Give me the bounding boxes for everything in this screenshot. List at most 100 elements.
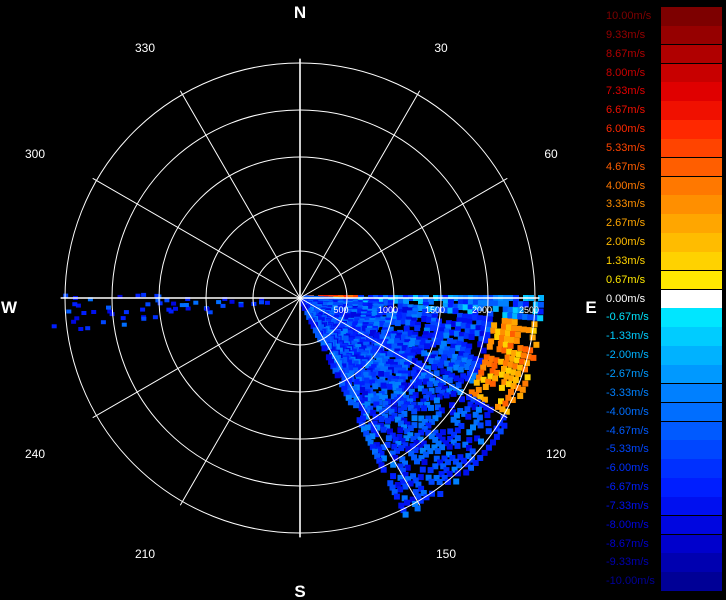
velocity-cell (498, 384, 505, 391)
velocity-cell (397, 463, 404, 470)
range-label: 2500 (519, 305, 539, 315)
velocity-cell (379, 334, 386, 341)
velocity-cell (437, 335, 444, 342)
velocity-cell (371, 311, 378, 318)
velocity-cell (466, 359, 473, 366)
velocity-cell (422, 305, 429, 312)
velocity-cell (477, 305, 484, 312)
velocity-cell (446, 366, 453, 373)
velocity-cell (393, 367, 400, 374)
velocity-cell (484, 412, 491, 419)
velocity-cell (401, 312, 408, 319)
velocity-cell (493, 425, 500, 432)
velocity-cell (466, 370, 473, 377)
velocity-cell (468, 334, 475, 340)
velocity-cell (517, 307, 524, 314)
velocity-cell (386, 383, 393, 390)
velocity-cell (471, 372, 478, 379)
velocity-cell (456, 340, 463, 347)
velocity-cell (439, 429, 446, 436)
velocity-cell (364, 424, 371, 431)
velocity-cell (450, 358, 457, 365)
velocity-cell (530, 354, 537, 361)
velocity-cell (432, 436, 439, 443)
velocity-cell (374, 453, 381, 460)
velocity-cell (446, 451, 452, 458)
velocity-cell (364, 407, 371, 414)
velocity-cell (440, 323, 447, 330)
velocity-cell (440, 379, 447, 385)
velocity-cell (404, 499, 410, 506)
velocity-cell (434, 404, 441, 411)
velocity-cell (328, 358, 335, 365)
velocity-cell (505, 394, 512, 401)
velocity-cell (421, 316, 428, 322)
velocity-cell (412, 304, 419, 311)
velocity-cell (495, 403, 501, 410)
legend-swatch (661, 7, 722, 26)
velocity-cell (481, 315, 488, 322)
velocity-cell (382, 401, 389, 407)
velocity-cell (402, 471, 409, 478)
velocity-cell (456, 355, 463, 362)
velocity-cell (321, 345, 328, 352)
velocity-cell (424, 365, 431, 372)
velocity-cell (386, 351, 393, 358)
velocity-cell (352, 301, 359, 308)
legend-swatch (661, 459, 722, 478)
velocity-cell (460, 457, 467, 464)
velocity-cell (442, 375, 449, 381)
velocity-cell (505, 367, 512, 374)
legend-entry: -7.33m/s (602, 496, 726, 516)
velocity-cell (478, 369, 485, 376)
velocity-cell (522, 301, 529, 308)
velocity-cell (390, 333, 397, 340)
legend-label: 0.00m/s (606, 292, 646, 305)
velocity-cell (505, 324, 512, 331)
velocity-cell (465, 323, 472, 330)
velocity-cell (353, 396, 360, 403)
velocity-cell (537, 301, 544, 308)
velocity-cell (370, 330, 376, 336)
velocity-cell (341, 385, 348, 392)
legend-entry: -1.33m/s (602, 327, 726, 346)
velocity-cell (454, 326, 461, 333)
velocity-cell (474, 399, 481, 406)
velocity-cell (72, 302, 78, 307)
velocity-cell (462, 299, 469, 306)
colorbar-legend: 10.00m/s 9.33m/s 8.67m/s 8.00m/s 7.33m/s 6.67… (602, 7, 726, 591)
legend-swatch (661, 346, 722, 365)
velocity-cell (443, 467, 450, 474)
velocity-cell (423, 494, 430, 501)
velocity-cell (145, 302, 151, 307)
velocity-cell (398, 445, 405, 452)
velocity-cell (466, 343, 473, 350)
velocity-cell (457, 304, 464, 310)
velocity-cell (483, 337, 490, 344)
velocity-cell (454, 427, 461, 434)
angle-label-330: 330 (135, 41, 155, 55)
velocity-cell (414, 339, 421, 346)
velocity-cell (440, 368, 447, 375)
velocity-cell (414, 505, 421, 512)
velocity-cell (425, 391, 432, 398)
legend-label: 10.00m/s (606, 10, 652, 22)
legend-label: -10.00m/s (606, 575, 655, 588)
velocity-cell (238, 303, 244, 308)
velocity-cell (411, 408, 418, 415)
velocity-cell (504, 354, 511, 361)
velocity-cell (476, 315, 483, 322)
velocity-cell (436, 433, 443, 440)
velocity-cell (332, 367, 339, 374)
velocity-cell (439, 358, 446, 365)
velocity-cell (459, 362, 466, 369)
velocity-cell (497, 420, 504, 427)
velocity-cell (538, 295, 544, 301)
velocity-cell (413, 382, 420, 389)
velocity-cell (466, 394, 473, 401)
velocity-cell (384, 441, 391, 448)
velocity-cell (410, 401, 417, 408)
velocity-cell (363, 430, 370, 437)
velocity-cell (334, 372, 341, 379)
velocity-cell (522, 366, 528, 373)
